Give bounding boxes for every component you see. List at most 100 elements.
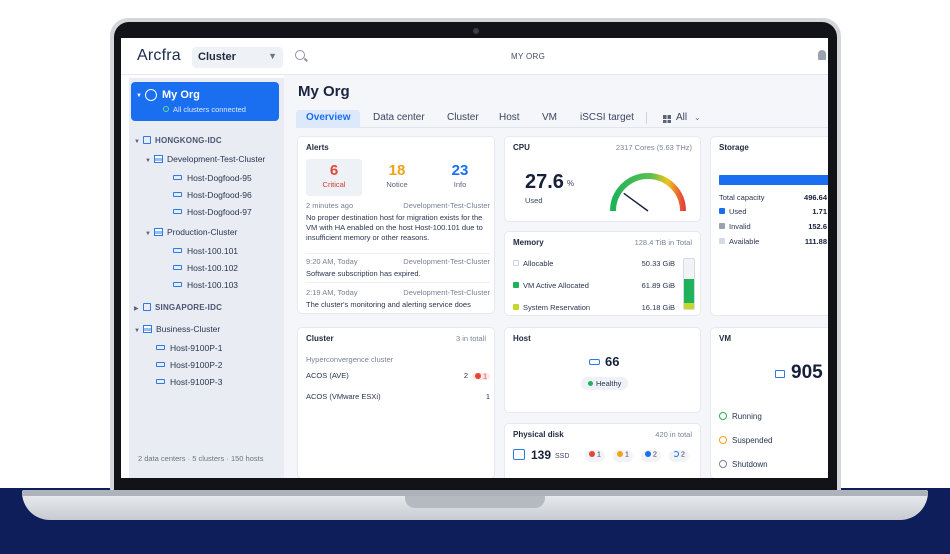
cpu-cores: 2317 Cores (5.63 THz) — [615, 143, 692, 152]
caret-right-icon[interactable]: ▶ — [134, 306, 139, 312]
sidebar-item-cluster[interactable]: ▼ Development-Test-Cluster — [145, 154, 266, 164]
filter-select[interactable]: All — [676, 112, 688, 123]
cpu-usage-value: 27.6 — [525, 171, 564, 193]
alert-item[interactable]: 2:19 AM, Today Development-Test-Cluster T… — [306, 288, 490, 309]
host-icon — [173, 265, 182, 270]
top-bar: Arcfra Cluster ▼ MY ORG — [121, 38, 828, 75]
alert-item[interactable]: 2 minutes ago Development-Test-Cluster No… — [306, 201, 490, 242]
info-icon — [645, 451, 651, 457]
tab-vm[interactable]: VM — [542, 112, 557, 123]
cluster-group-label: Hyperconvergence cluster — [306, 355, 394, 364]
host-card[interactable]: Host 66 Healthy — [505, 328, 700, 412]
running-icon — [719, 412, 727, 420]
caret-down-icon[interactable]: ▼ — [134, 139, 140, 145]
vm-state-running[interactable]: Running — [719, 412, 762, 421]
storage-available-row: Available 111.88 — [719, 237, 827, 246]
memory-bar-vm-active — [684, 278, 694, 303]
connected-icon — [163, 106, 169, 112]
cpu-usage-label: Used — [525, 196, 543, 205]
sidebar-item-host[interactable]: Host-Dogfood-96 — [173, 190, 252, 200]
disk-icon — [513, 449, 525, 460]
notice-alerts[interactable]: 18 Notice — [386, 162, 408, 189]
disk-warning-badge[interactable]: 1 — [613, 450, 633, 462]
physical-disk-card[interactable]: Physical disk 420 in total 139 SSD 1 1 2… — [505, 424, 700, 478]
memory-allocable-row: Allocable 50.33 GiB — [513, 259, 675, 268]
disk-info-badge[interactable]: 2 — [641, 450, 661, 462]
sidebar-item-host[interactable]: Host-Dogfood-95 — [173, 173, 252, 183]
shutdown-icon — [719, 460, 727, 468]
memory-total: 128.4 TiB in Total — [634, 238, 692, 247]
suspended-icon — [719, 436, 727, 444]
memory-vm-active-row: VM Active Allocated 61.89 GiB — [513, 281, 675, 290]
system-reservation-swatch — [513, 304, 519, 310]
host-icon — [156, 345, 165, 350]
sidebar-item-hongkong-idc[interactable]: ▼ HONGKONG-IDC — [134, 136, 222, 145]
grid-icon[interactable] — [663, 115, 671, 123]
tab-host[interactable]: Host — [499, 112, 520, 123]
sidebar-item-host[interactable]: Host-100.103 — [173, 280, 238, 290]
memory-usage-bar — [683, 258, 695, 310]
disk-loading-badge[interactable]: 2 — [669, 450, 689, 462]
host-icon — [589, 359, 600, 365]
tab-iscsi-target[interactable]: iSCSI target — [580, 112, 634, 123]
sidebar-item-cluster[interactable]: ▼ Business-Cluster — [134, 324, 221, 334]
host-icon — [156, 362, 165, 367]
caret-down-icon[interactable]: ▼ — [145, 158, 151, 164]
sidebar-item-host[interactable]: Host-Dogfood-97 — [173, 207, 252, 217]
caret-down-icon[interactable]: ▼ — [145, 231, 151, 237]
disk-error-badge[interactable]: 1 — [585, 450, 605, 462]
disk-unit: SSD — [555, 453, 570, 460]
gauge-arc — [610, 173, 686, 212]
host-count: 66 — [605, 354, 620, 369]
host-icon — [173, 282, 182, 287]
vm-state-shutdown[interactable]: Shutdown — [719, 460, 768, 469]
sidebar-item-host[interactable]: Host-9100P-3 — [156, 377, 222, 387]
memory-bar-system-reservation — [684, 302, 694, 309]
monitor-icon — [775, 370, 785, 378]
sidebar-item-host[interactable]: Host-9100P-1 — [156, 343, 222, 353]
app-window: Arcfra Cluster ▼ MY ORG ▼ My Org All clu… — [121, 38, 828, 478]
memory-system-reservation-row: System Reservation 16.18 GiB — [513, 303, 675, 312]
sidebar-item-cluster[interactable]: ▼ Production-Cluster — [145, 227, 238, 237]
bell-icon[interactable] — [818, 50, 826, 60]
alert-item[interactable]: 9:20 AM, Today Development-Test-Cluster S… — [306, 257, 490, 278]
chevron-down-icon[interactable]: ⌄ — [694, 113, 701, 122]
storage-used-row: Used 1.71 — [719, 207, 827, 216]
page-title: My Org — [298, 83, 350, 100]
cluster-total: 3 in totall — [455, 334, 486, 343]
loading-icon — [673, 451, 679, 457]
sidebar-item-host[interactable]: Host-100.101 — [173, 246, 238, 256]
search-icon[interactable] — [295, 50, 305, 60]
vm-state-suspended[interactable]: Suspended — [719, 436, 772, 445]
org-icon — [145, 89, 157, 101]
vm-card[interactable]: VM 905 Running Suspended Shutdown — [711, 328, 828, 478]
caret-down-icon[interactable]: ▼ — [134, 328, 140, 334]
datacenter-icon — [143, 136, 151, 144]
tab-cluster[interactable]: Cluster — [447, 112, 479, 123]
sidebar-item-my-org[interactable]: ▼ My Org All clusters connected — [131, 82, 279, 121]
sidebar-item-singapore-idc[interactable]: ▶ SINGAPORE-IDC — [134, 303, 223, 312]
cluster-card[interactable]: Cluster 3 in totall Hyperconvergence clu… — [298, 328, 494, 478]
host-title: Host — [513, 334, 531, 343]
memory-card[interactable]: Memory 128.4 TiB in Total Allocable 50.3… — [505, 232, 700, 315]
tab-overview[interactable]: Overview — [296, 110, 361, 128]
cluster-icon — [143, 325, 152, 333]
tab-data-center[interactable]: Data center — [373, 112, 425, 123]
divider — [306, 253, 490, 254]
alerts-card: Alerts 6 Critical 18 Notice 23 Info 2 mi… — [298, 137, 494, 313]
info-alerts[interactable]: 23 Info — [451, 162, 469, 189]
critical-alerts[interactable]: 6 Critical — [306, 159, 362, 196]
sidebar-item-host[interactable]: Host-100.102 — [173, 263, 238, 273]
cluster-row[interactable]: ACOS (VMware ESXi) 1 — [306, 392, 490, 401]
error-icon — [475, 372, 482, 379]
host-icon — [173, 209, 182, 214]
scope-select[interactable]: Cluster ▼ — [192, 47, 283, 68]
storage-card[interactable]: Storage Total capacity 496.64 Used 1.71 In… — [711, 137, 828, 315]
cpu-usage-unit: % — [567, 179, 575, 188]
cpu-card[interactable]: CPU 2317 Cores (5.63 THz) 27.6 % Used — [505, 137, 700, 221]
cpu-title: CPU — [513, 143, 530, 152]
memory-title: Memory — [513, 238, 544, 247]
sidebar-item-host[interactable]: Host-9100P-2 — [156, 360, 222, 370]
caret-down-icon[interactable]: ▼ — [136, 93, 142, 99]
